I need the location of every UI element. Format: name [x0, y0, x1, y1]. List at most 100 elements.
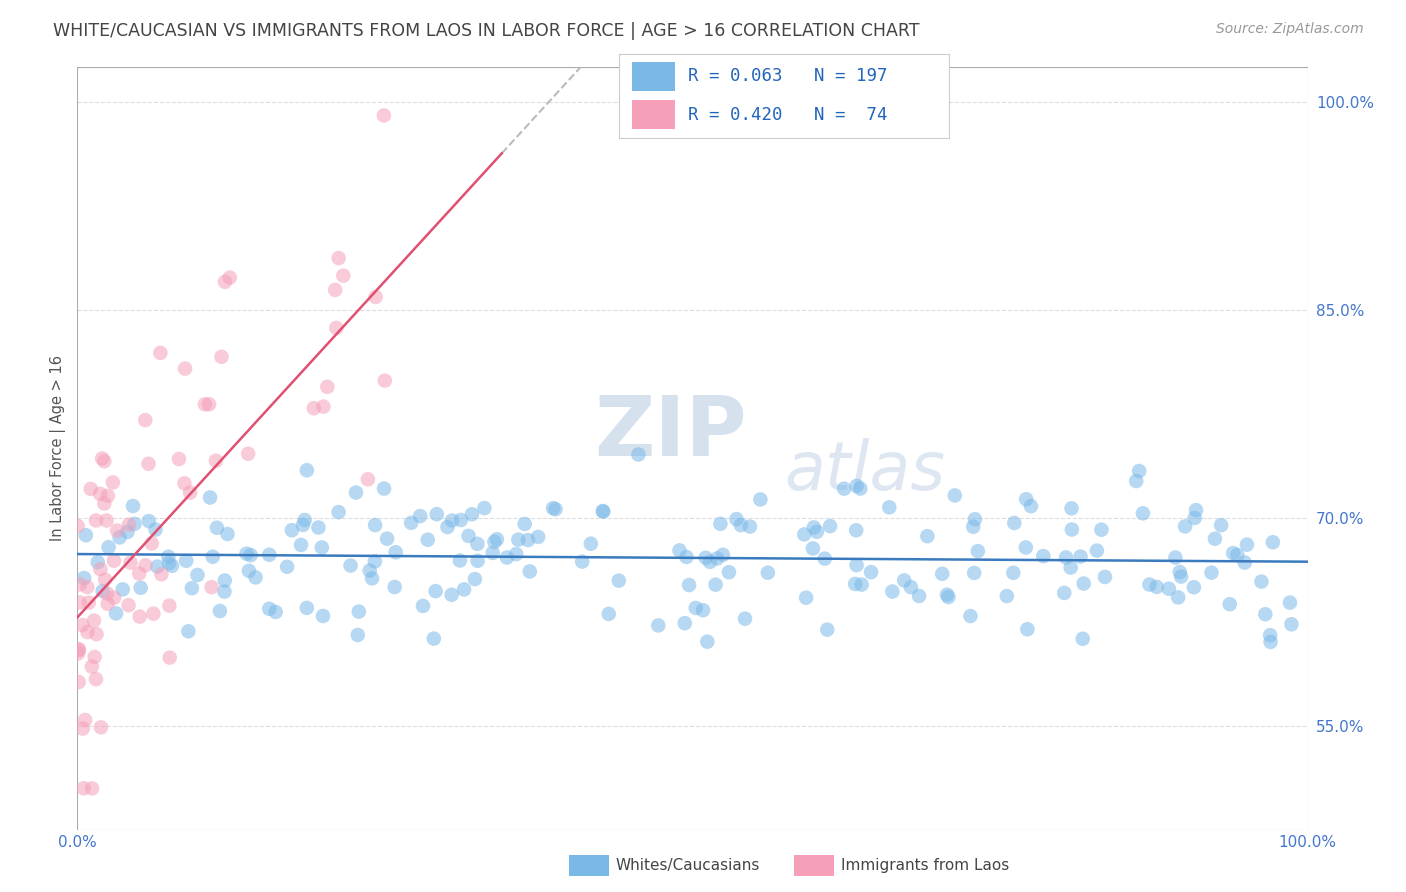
Point [90, 720, 112, 734]
Point [96, 514, 118, 528]
Point [157, 556, 180, 570]
Point [1019, 499, 1042, 513]
Point [124, 516, 146, 531]
Point [201, 549, 224, 564]
Point [281, 523, 304, 537]
Point [96, 586, 118, 600]
Point [962, 520, 984, 534]
Point [1201, 566, 1223, 580]
Point [1060, 523, 1083, 537]
Point [908, 589, 931, 603]
Point [384, 545, 406, 559]
Point [527, 530, 550, 544]
Point [290, 538, 312, 552]
Point [1073, 576, 1095, 591]
Point [541, 501, 564, 516]
Point [66, 519, 89, 533]
Point [1233, 556, 1256, 570]
Point [83, 614, 105, 628]
Point [496, 550, 519, 565]
Point [339, 558, 361, 573]
Point [108, 530, 131, 544]
Point [1157, 582, 1180, 596]
Point [749, 492, 772, 507]
Point [93, 454, 115, 468]
Point [214, 584, 236, 599]
Point [1250, 574, 1272, 589]
Point [1032, 549, 1054, 563]
Point [936, 588, 959, 602]
Point [145, 523, 167, 537]
Point [730, 518, 752, 533]
Point [579, 537, 602, 551]
Point [668, 543, 690, 558]
Point [73, 781, 96, 796]
Point [508, 533, 530, 547]
Point [943, 488, 966, 502]
Point [832, 482, 855, 496]
Point [505, 547, 527, 561]
Point [97, 597, 120, 611]
Point [845, 558, 868, 573]
Point [801, 541, 824, 556]
Point [607, 574, 630, 588]
Point [312, 400, 335, 414]
Point [815, 623, 838, 637]
Point [675, 549, 697, 564]
Point [316, 380, 339, 394]
Point [198, 491, 221, 505]
Bar [631, 100, 675, 129]
Point [917, 529, 939, 543]
Point [1070, 549, 1092, 564]
Point [882, 584, 904, 599]
Point [91, 451, 114, 466]
Point [725, 512, 748, 526]
Point [150, 567, 173, 582]
Point [217, 527, 239, 541]
Point [685, 601, 707, 615]
Point [364, 290, 387, 304]
Text: ZIP: ZIP [595, 392, 747, 474]
Point [673, 616, 696, 631]
Point [544, 502, 567, 516]
Point [214, 574, 236, 588]
Point [105, 607, 128, 621]
Point [706, 551, 728, 566]
Point [72, 722, 94, 736]
Point [311, 541, 333, 555]
Point [717, 565, 740, 579]
Point [756, 566, 779, 580]
Point [146, 559, 169, 574]
Point [931, 566, 953, 581]
Point [844, 577, 866, 591]
Point [963, 512, 986, 526]
Point [80, 781, 103, 796]
Point [295, 600, 318, 615]
Point [83, 649, 105, 664]
Point [900, 580, 922, 594]
Point [328, 251, 350, 265]
Point [179, 485, 201, 500]
Point [344, 485, 367, 500]
Point [450, 513, 472, 527]
Point [138, 457, 160, 471]
Point [141, 536, 163, 550]
Point [449, 553, 471, 567]
Point [75, 713, 97, 727]
Point [134, 413, 156, 427]
Point [138, 514, 160, 528]
Point [103, 554, 125, 568]
Point [245, 570, 267, 584]
Point [423, 632, 446, 646]
Point [425, 584, 447, 599]
Text: R = 0.420   N =  74: R = 0.420 N = 74 [688, 105, 887, 123]
Point [709, 516, 731, 531]
Point [93, 496, 115, 510]
Point [995, 589, 1018, 603]
Point [1002, 516, 1025, 530]
Point [845, 523, 868, 537]
Point [374, 374, 396, 388]
Point [794, 591, 817, 605]
Point [803, 520, 825, 534]
Bar [631, 62, 675, 91]
